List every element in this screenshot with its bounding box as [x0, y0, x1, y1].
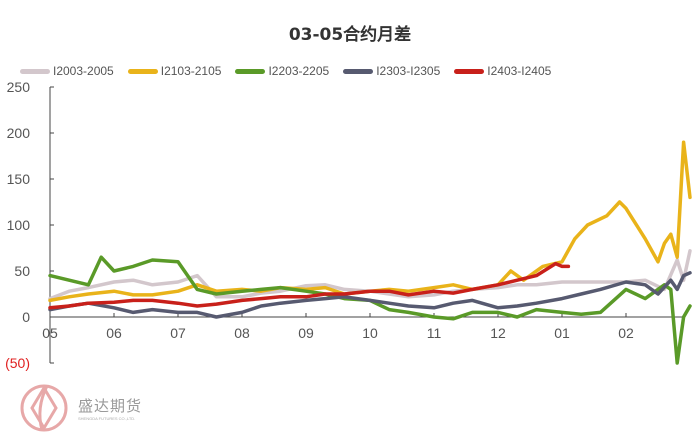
series-line: [48, 249, 692, 301]
legend-swatch: [20, 68, 50, 74]
x-tick-label: 12: [490, 325, 506, 341]
series-line: [48, 140, 692, 303]
company-logo-icon: [20, 384, 68, 432]
watermark-logo: 盛达期货 SHENGDA FUTURES CO.,LTD.: [18, 382, 142, 434]
x-tick-label: 11: [427, 325, 442, 341]
y-tick-label: (50): [5, 355, 30, 371]
y-tick-label: 200: [7, 125, 31, 141]
legend-label: I2403-I2405: [487, 64, 552, 78]
y-tick-label: 50: [14, 263, 30, 279]
watermark-name-en: SHENGDA FUTURES CO.,LTD.: [78, 416, 136, 421]
x-tick-label: 10: [362, 325, 378, 341]
x-tick-label: 07: [170, 325, 186, 341]
series-line: [48, 261, 571, 310]
legend-label: I2303-I2305: [376, 64, 441, 78]
legend-item: I2403-I2405: [454, 64, 551, 78]
x-tick-label: 02: [618, 325, 634, 341]
chart-title: 03-05合约月差: [288, 25, 412, 45]
watermark-name-cn: 盛达期货: [78, 397, 143, 415]
y-tick-label: 150: [7, 171, 31, 187]
legend-item: I2003-2005: [20, 64, 114, 78]
x-tick-label: 08: [234, 325, 250, 341]
legend-label: I2203-2205: [268, 64, 330, 78]
x-tick-label: 05: [42, 325, 58, 341]
legend-swatch: [127, 68, 158, 74]
legend-item: I2103-2105: [127, 64, 222, 78]
legend-label: I2003-2005: [53, 64, 114, 78]
chart-legend: I2003-2005 I2103-2105 I2203-2205 I2303-I230…: [20, 64, 700, 78]
x-tick-label: 06: [106, 325, 122, 341]
legend-swatch: [454, 68, 485, 74]
legend-swatch: [343, 68, 374, 74]
legend-item: I2303-I2305: [343, 64, 440, 78]
x-tick-label: 01: [554, 325, 570, 341]
legend-item: I2203-2205: [235, 64, 329, 78]
x-tick-label: 09: [298, 325, 314, 341]
series-line: [48, 255, 692, 365]
y-tick-label: 100: [7, 217, 31, 233]
y-tick-label: 0: [22, 309, 30, 325]
legend-label: I2103-2105: [160, 64, 222, 78]
series-line: [48, 271, 692, 319]
legend-swatch: [235, 68, 266, 74]
y-tick-label: 250: [7, 79, 31, 95]
